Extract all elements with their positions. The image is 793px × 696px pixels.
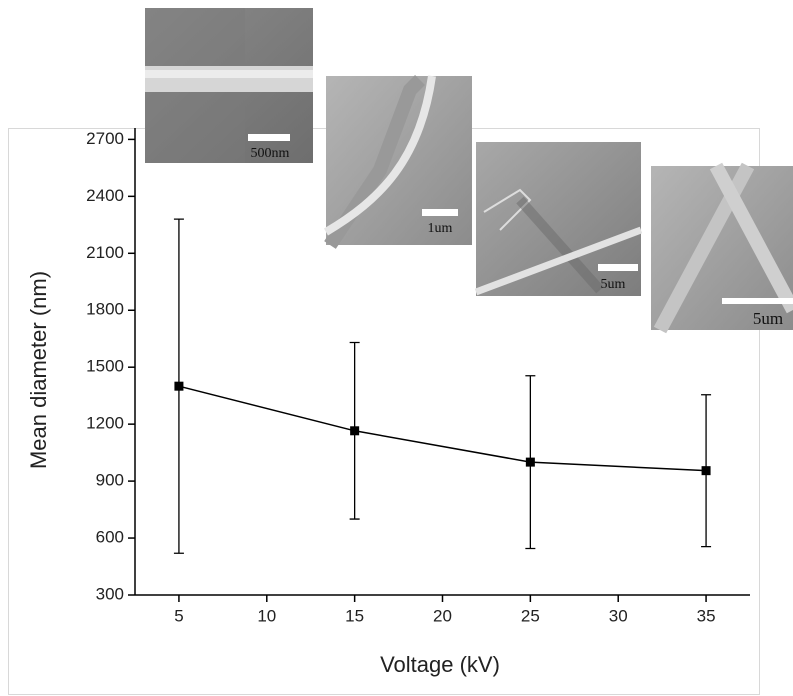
y-tick-label: 2100 [86,243,124,262]
data-point [350,426,360,436]
data-point [701,466,711,476]
y-tick-label: 600 [96,528,124,547]
scale-label: 5um [601,277,626,292]
y-tick-label: 1200 [86,414,124,433]
data-point [525,457,535,467]
x-tick-label: 30 [609,606,628,625]
y-tick-label: 1800 [86,300,124,319]
inset-image: 5um [474,142,643,296]
data-line [178,385,707,472]
inset-image: 500nm [145,8,313,163]
y-tick-label: 2400 [86,186,124,205]
y-tick-label: 900 [96,471,124,490]
x-tick-label: 10 [257,606,276,625]
y-tick-label: 300 [96,584,124,603]
y-tick-label: 1500 [86,357,124,376]
y-axis-title: Mean diameter (nm) [26,271,51,469]
scale-label: 5um [753,309,783,328]
scale-label: 500nm [251,146,290,161]
x-tick-label: 35 [697,606,716,625]
x-tick-label: 25 [521,606,540,625]
inset-image: 1um [323,75,472,249]
x-tick-label: 5 [174,606,183,625]
x-tick-label: 15 [345,606,364,625]
plot: 300 600 900 1200 1500 1800 2100 2400 2700 5 10 15 20… [86,128,750,625]
x-tick-label: 20 [433,606,452,625]
x-axis-title: Voltage (kV) [380,652,500,677]
inset-image: 5um [651,162,793,334]
scale-label: 1um [428,221,453,236]
data-point [174,381,184,391]
y-tick-label: 2700 [86,129,124,148]
